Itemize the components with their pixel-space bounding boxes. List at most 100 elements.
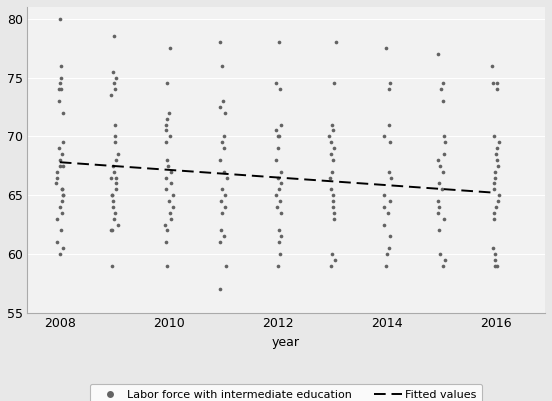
Point: [56, 74, 65, 81]
Point: [326, 186, 335, 192]
Point: [490, 210, 498, 216]
Point: [433, 210, 442, 216]
Point: [439, 215, 448, 222]
Point: [163, 227, 172, 234]
Point: [277, 233, 285, 239]
Point: [385, 198, 394, 204]
Point: [56, 251, 65, 257]
Point: [272, 192, 281, 198]
Point: [165, 210, 174, 216]
Point: [275, 86, 284, 93]
Point: [109, 204, 118, 210]
Point: [109, 33, 118, 40]
Point: [217, 186, 226, 192]
Point: [272, 157, 280, 163]
Point: [440, 151, 449, 157]
Point: [326, 151, 335, 157]
Point: [385, 245, 394, 251]
Point: [436, 162, 445, 169]
Point: [109, 198, 118, 204]
Point: [329, 215, 338, 222]
Point: [162, 115, 171, 122]
Point: [327, 263, 336, 269]
Point: [55, 145, 63, 151]
Point: [57, 151, 66, 157]
Point: [219, 145, 228, 151]
Point: [493, 198, 502, 204]
Point: [222, 174, 231, 181]
Point: [162, 157, 171, 163]
Point: [215, 286, 224, 292]
Point: [437, 186, 446, 192]
Point: [326, 139, 335, 146]
Point: [113, 151, 122, 157]
Point: [56, 80, 65, 87]
Point: [161, 174, 170, 181]
Point: [58, 198, 67, 204]
Point: [56, 86, 65, 93]
Point: [380, 204, 389, 210]
Point: [275, 239, 284, 245]
Point: [329, 80, 338, 87]
Point: [384, 210, 392, 216]
Point: [166, 133, 174, 140]
Point: [110, 80, 119, 87]
Point: [436, 251, 445, 257]
Point: [379, 133, 388, 140]
Point: [277, 210, 285, 216]
Point: [164, 198, 173, 204]
Point: [272, 80, 280, 87]
Point: [162, 239, 171, 245]
Point: [440, 139, 449, 146]
Point: [435, 227, 444, 234]
Point: [489, 80, 498, 87]
Point: [59, 162, 67, 169]
Point: [491, 251, 500, 257]
Point: [163, 80, 172, 87]
Point: [52, 180, 61, 186]
Point: [167, 180, 176, 186]
Point: [385, 80, 394, 87]
Point: [440, 133, 449, 140]
Point: [111, 139, 120, 146]
Point: [383, 251, 392, 257]
Point: [493, 162, 502, 169]
Point: [325, 133, 333, 140]
Point: [220, 133, 229, 140]
Point: [110, 210, 119, 216]
Point: [108, 69, 117, 75]
Point: [220, 109, 229, 116]
Point: [492, 86, 501, 93]
Point: [384, 122, 393, 128]
Point: [380, 221, 389, 228]
Point: [327, 122, 336, 128]
Point: [161, 221, 170, 228]
Point: [327, 168, 336, 175]
Point: [111, 133, 120, 140]
Point: [57, 186, 66, 192]
Point: [386, 174, 395, 181]
Point: [492, 151, 501, 157]
Point: [163, 162, 172, 169]
Point: [52, 215, 61, 222]
Point: [56, 16, 65, 22]
Point: [59, 109, 67, 116]
Point: [328, 204, 337, 210]
Point: [382, 263, 391, 269]
Point: [488, 245, 497, 251]
Point: [112, 186, 120, 192]
Point: [55, 204, 64, 210]
Point: [490, 215, 498, 222]
Point: [490, 180, 498, 186]
Point: [277, 168, 286, 175]
Point: [328, 198, 337, 204]
Point: [221, 204, 230, 210]
Point: [52, 239, 61, 245]
Point: [385, 86, 394, 93]
Point: [110, 86, 119, 93]
Point: [273, 174, 282, 181]
Point: [58, 186, 67, 192]
Point: [275, 251, 284, 257]
Point: [386, 139, 395, 146]
Point: [221, 263, 230, 269]
